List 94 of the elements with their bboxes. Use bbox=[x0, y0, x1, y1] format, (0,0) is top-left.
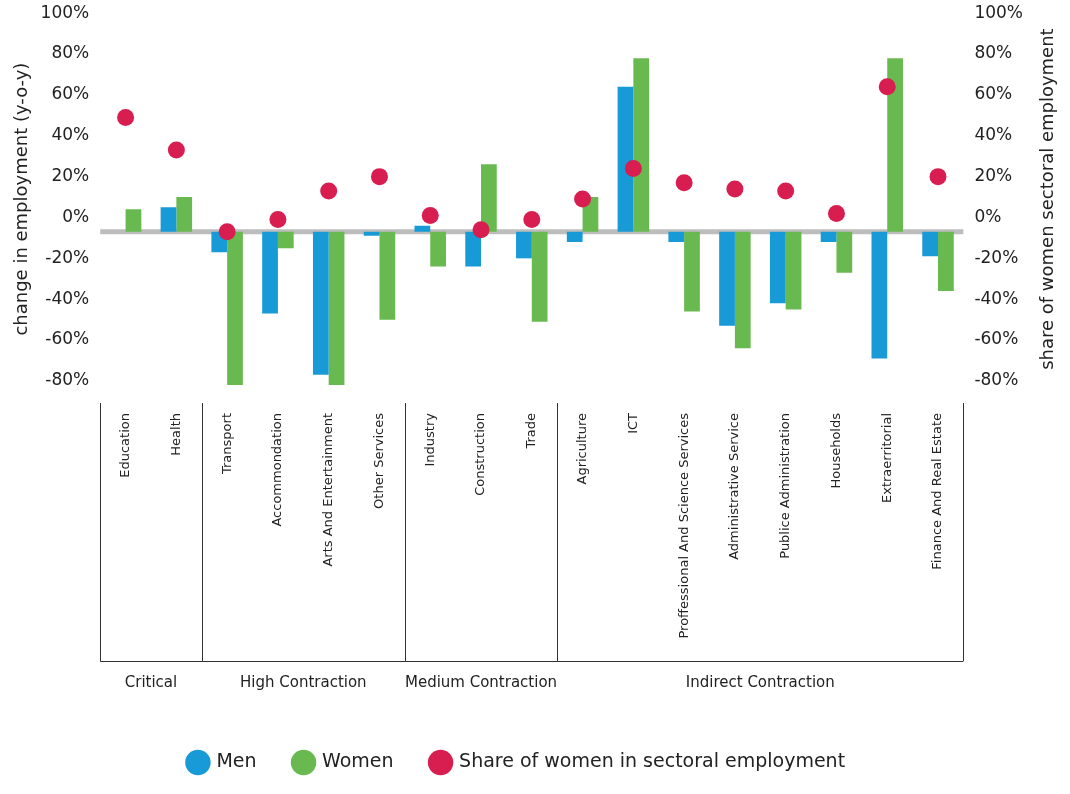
point bbox=[218, 223, 236, 241]
bar bbox=[836, 231, 853, 273]
point bbox=[523, 211, 541, 229]
y-tick-label: 20% bbox=[51, 165, 90, 186]
bar bbox=[871, 231, 888, 359]
bar bbox=[160, 207, 177, 232]
bar bbox=[363, 231, 380, 236]
bar bbox=[617, 86, 634, 232]
x-tick-label: Finance And Real Estate bbox=[929, 413, 945, 570]
point bbox=[574, 190, 592, 208]
x-tick-label: Agriculture bbox=[573, 413, 589, 485]
point bbox=[472, 221, 490, 239]
point bbox=[117, 108, 135, 126]
y-tick-label: -80% bbox=[45, 369, 90, 390]
bar bbox=[125, 209, 142, 232]
bar bbox=[719, 231, 735, 326]
x-tick-label: Construction bbox=[472, 413, 488, 496]
bar bbox=[668, 231, 685, 242]
point bbox=[827, 204, 845, 222]
bar bbox=[785, 231, 802, 310]
bar bbox=[820, 231, 837, 242]
y-tick-label: 0% bbox=[62, 205, 90, 226]
y2-tick-label: -20% bbox=[974, 246, 1019, 267]
point bbox=[878, 78, 896, 96]
y2-tick-label: 60% bbox=[974, 83, 1013, 104]
point bbox=[370, 168, 388, 186]
bar bbox=[684, 231, 700, 312]
y2-tick-label: 40% bbox=[974, 124, 1013, 145]
y2-tick-label: 20% bbox=[974, 165, 1013, 186]
point bbox=[777, 182, 795, 200]
bar bbox=[734, 231, 751, 349]
y2-tick-label: 80% bbox=[974, 42, 1013, 63]
bar bbox=[227, 231, 243, 385]
x-tick-label: Publice Administration bbox=[777, 413, 793, 559]
x-tick-label: Trade bbox=[523, 413, 539, 450]
x-tick-label: Transport bbox=[218, 413, 234, 476]
bar bbox=[414, 225, 431, 232]
y-tick-label: 40% bbox=[51, 124, 90, 145]
y2-axis-title: share of women sectoral employment bbox=[1035, 28, 1057, 370]
bar bbox=[262, 231, 278, 314]
bar bbox=[633, 58, 650, 232]
bar bbox=[769, 231, 786, 304]
point bbox=[167, 141, 185, 159]
y-tick-label: 80% bbox=[51, 42, 90, 63]
y-tick-label: -60% bbox=[45, 328, 90, 349]
bar bbox=[328, 231, 345, 385]
y-tick-label: 100% bbox=[40, 1, 90, 22]
x-tick-label: Arts And Entertainment bbox=[320, 413, 336, 567]
text: Indirect Contraction bbox=[685, 672, 835, 691]
y2-tick-label: -80% bbox=[974, 369, 1019, 390]
bar bbox=[516, 231, 532, 259]
x-tick-label: Accommondation bbox=[269, 413, 285, 527]
y2-tick-label: 100% bbox=[974, 1, 1024, 22]
x-tick-label: Education bbox=[116, 413, 132, 478]
y2-tick-label: 0% bbox=[974, 205, 1002, 226]
x-tick-label: Industry bbox=[421, 412, 437, 467]
text: High Contraction bbox=[239, 672, 367, 691]
bar bbox=[277, 231, 294, 249]
text: Medium Contraction bbox=[404, 672, 558, 691]
bar bbox=[430, 231, 446, 267]
x-tick-label: Administrative Service bbox=[726, 413, 742, 560]
bar bbox=[379, 231, 396, 320]
y-tick-label: -40% bbox=[45, 287, 90, 308]
y-tick-label: -20% bbox=[45, 246, 90, 267]
y-axis-title: change in employment (y-o-y) bbox=[10, 62, 32, 336]
x-tick-label: Health bbox=[167, 413, 183, 456]
bar bbox=[465, 231, 482, 267]
y2-tick-label: -60% bbox=[974, 328, 1019, 349]
bar bbox=[566, 231, 583, 242]
legend-label: Men bbox=[216, 749, 257, 772]
point bbox=[421, 206, 439, 224]
bar bbox=[176, 197, 193, 232]
y2-tick-label: -40% bbox=[974, 287, 1019, 308]
legend-label: Women bbox=[322, 749, 394, 772]
legend-label: Share of women in sectoral employment bbox=[459, 749, 846, 772]
x-tick-label: Proffessional And Science Services bbox=[675, 412, 691, 639]
x-tick-label: Other Services bbox=[370, 412, 386, 509]
bar bbox=[312, 231, 329, 375]
bar bbox=[481, 164, 497, 232]
y-tick-label: 60% bbox=[51, 83, 90, 104]
bar bbox=[938, 231, 954, 292]
bar bbox=[531, 231, 548, 322]
point bbox=[929, 168, 947, 186]
x-tick-label: Extraerritorial bbox=[878, 413, 894, 503]
bar bbox=[922, 231, 939, 257]
point bbox=[675, 174, 693, 192]
point bbox=[320, 182, 338, 200]
x-tick-label: Households bbox=[827, 412, 843, 489]
bar bbox=[887, 58, 903, 232]
point bbox=[269, 211, 287, 229]
point bbox=[624, 159, 642, 177]
text: Critical bbox=[124, 672, 178, 691]
point bbox=[726, 180, 744, 198]
x-tick-label: ICT bbox=[624, 412, 640, 434]
